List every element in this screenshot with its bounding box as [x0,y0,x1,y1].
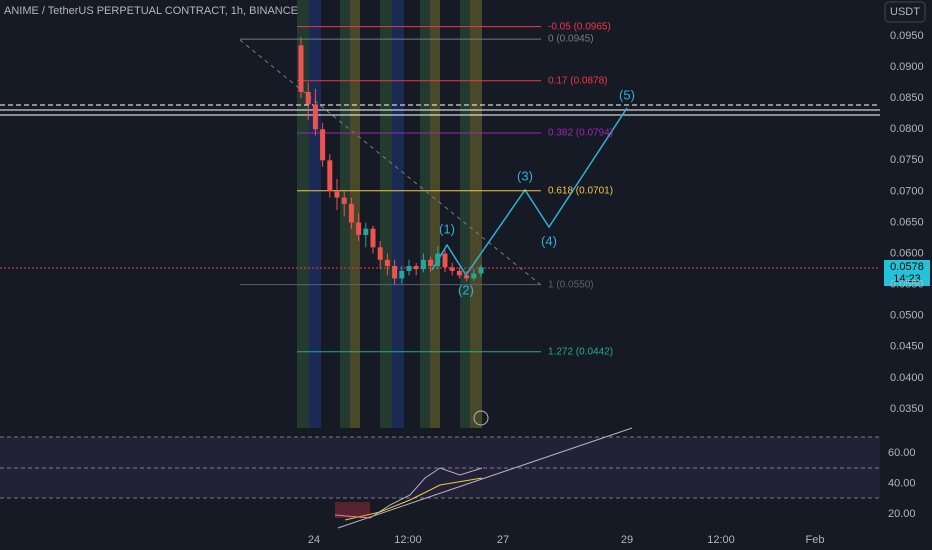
rsi-zone [335,502,370,518]
candle-body [370,228,376,248]
countdown: 14:23 [893,273,921,285]
time-label: 27 [497,534,509,546]
candle-body [478,267,484,274]
price-tick-label: 0.0450 [890,341,924,353]
currency[interactable]: USDT [890,6,920,18]
price-tick-label: 0.0400 [890,372,924,384]
candle-body [442,253,448,268]
fib-label: 0.382 (0.0794) [548,128,613,139]
candle-body [449,267,455,271]
candle-body [356,222,362,235]
candle-body [413,265,419,270]
candle-body [406,265,412,271]
price-tick-label: 0.0700 [890,185,924,197]
wave-label: (1) [439,221,455,236]
last-price: 0.0578 [890,261,924,273]
rsi-tick-label: 20.00 [888,508,916,520]
wave-label: (4) [541,233,557,248]
wave-label: (2) [458,282,474,297]
candle-body [399,270,405,279]
candle-body [341,197,347,204]
fib-label: 0.17 (0.0878) [548,75,608,86]
candle-body [420,259,426,270]
fib-label: -0.05 (0.0965) [548,21,611,32]
candle-body [363,228,369,235]
time-label: 24 [308,534,320,546]
price-tick-label: 0.0600 [890,247,924,259]
price-tick-label: 0.0950 [890,30,924,42]
fib-label: 1.272 (0.0442) [548,346,613,357]
time-label: 12:00 [707,534,735,546]
price-tick-label: 0.0800 [890,123,924,135]
candle-body [392,265,398,279]
candle-body [320,129,326,161]
currency-button[interactable] [884,1,926,23]
chart-title: ANIME / TetherUS PERPETUAL CONTRACT, 1h,… [4,5,298,17]
candle-body [327,160,333,192]
time-label: 12:00 [394,534,422,546]
candle-body [471,273,477,279]
candle-body [348,203,354,223]
price-tick-label: 0.0550 [890,279,924,291]
candle-body [305,91,311,105]
price-tag [884,260,930,286]
wave-label: (5) [619,87,635,102]
time-label: Feb [806,534,825,546]
session-bands [297,0,482,428]
price-tick-label: 0.0350 [890,403,924,415]
replay-icon[interactable] [473,410,489,426]
rsi-trend [337,427,633,529]
price-tick-label: 0.0650 [890,216,924,228]
trend-line [239,39,542,286]
price-tick-label: 0.0900 [890,61,924,73]
fib-label: 0 (0.0945) [548,34,594,45]
wave-label: (3) [517,168,533,183]
rsi-ma [344,477,483,521]
price-tick-label: 0.0850 [890,92,924,104]
candle-body [377,247,383,260]
candle-body [435,253,441,266]
candle-body [428,259,434,266]
candle-body [456,270,462,276]
time-label: 29 [621,534,633,546]
wave-path [431,107,628,277]
candle-body [384,259,390,266]
fib-label: 0.618 (0.0701) [548,185,613,196]
candle-body [312,104,318,130]
rsi [334,467,483,519]
rsi-tick-label: 60.00 [888,447,916,459]
candle-body [298,45,304,92]
candle-body [464,275,470,279]
fib-label: 1 (0.0550) [548,279,594,290]
price-tick-label: 0.0750 [890,154,924,166]
candle-body [334,191,340,198]
rsi-tick-label: 40.00 [888,477,916,489]
price-tick-label: 0.0500 [890,310,924,322]
